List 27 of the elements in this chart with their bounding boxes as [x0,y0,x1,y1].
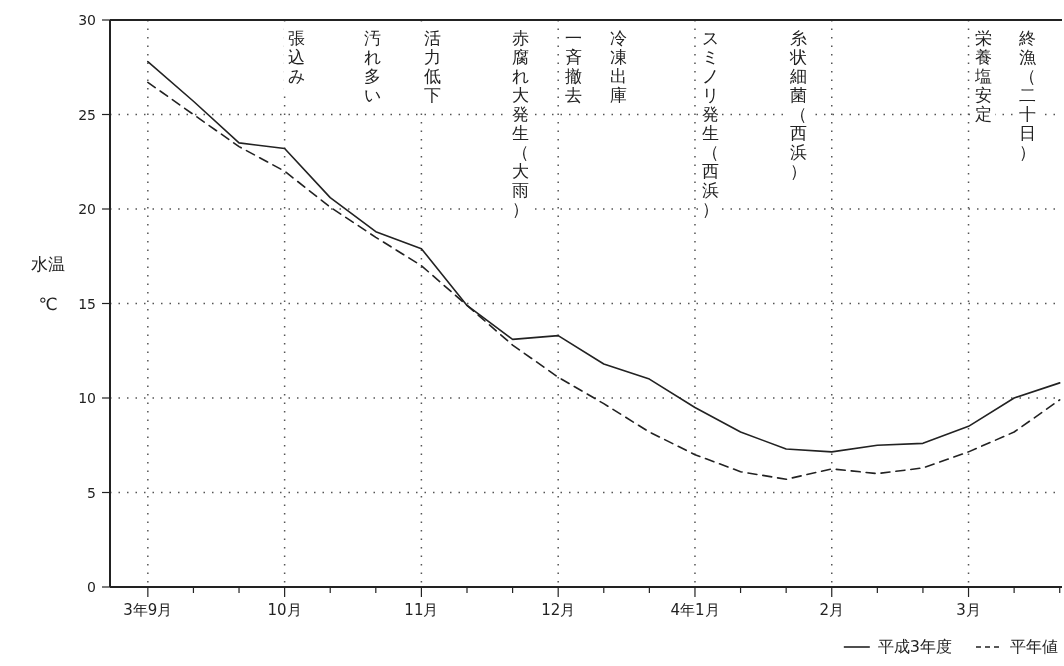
annotation: 汚れ多い [363,28,381,105]
x-tick-label: 3年9月 [123,601,173,619]
x-tick-label: 10月 [267,601,302,619]
annotation: 糸状細菌（西浜） [788,28,807,181]
legend-label: 平年値 [1010,637,1058,656]
annotation: 栄養塩安定 [973,28,992,124]
legend-label: 平成3年度 [877,637,952,656]
x-tick-label: 3月 [956,601,981,619]
y-tick-label: 20 [78,201,96,217]
text: 赤腐れ大発生（大雨） [511,28,529,219]
y-tick-label: 10 [78,390,96,406]
annotation: 一斉撤去 [564,28,582,105]
x-tick-label: 2月 [819,601,845,619]
annotation: 冷凍出庫 [609,28,627,105]
y-tick-label: 25 [78,106,96,123]
x-tick-label: 4年1月 [670,601,720,619]
y-tick-label: 0 [87,579,96,595]
annotation: 張込み [287,28,305,86]
y-tick-label: 5 [87,484,96,501]
y-axis-title: 水温 ℃ [31,254,65,314]
x-tick-label: 11月 [404,601,439,619]
y-tick-label: 15 [78,295,96,312]
annotation: 活力低下 [423,28,441,105]
text: スミノリ発生（西浜） [701,28,719,219]
x-tick-label: 12月 [541,601,576,619]
y-tick-label: 30 [78,12,96,28]
annotation: 終漁（二十日） [1017,28,1036,162]
